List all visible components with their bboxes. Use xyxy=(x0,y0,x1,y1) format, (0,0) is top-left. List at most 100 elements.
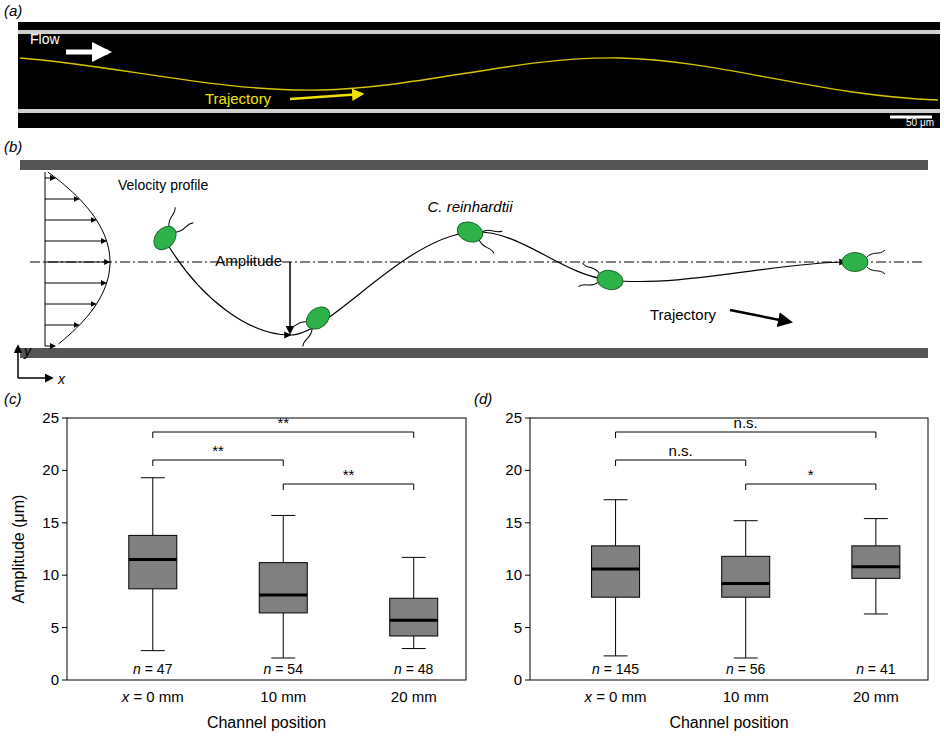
whisker-cap xyxy=(864,613,888,614)
median xyxy=(259,594,307,597)
whisker-lower xyxy=(615,597,616,656)
panel-label: (c) xyxy=(4,390,22,407)
n-label: n = 48 xyxy=(394,661,434,677)
whisker-lower xyxy=(152,589,153,651)
y-tick-label: 5 xyxy=(514,619,522,636)
whisker-cap xyxy=(402,648,426,649)
flagellum xyxy=(476,240,497,254)
significance-bracket xyxy=(153,432,414,438)
y-tick xyxy=(525,522,530,523)
flagellum xyxy=(298,328,318,346)
n-label: n = 56 xyxy=(726,661,766,677)
x-tick-label: 20 mm xyxy=(853,688,899,705)
y-tick xyxy=(62,418,67,419)
channel-wall xyxy=(18,109,940,113)
box xyxy=(592,546,640,597)
boxes xyxy=(592,500,900,658)
box xyxy=(722,556,770,597)
trajectory-label: Trajectory xyxy=(650,306,717,323)
panel-label: (d) xyxy=(474,390,492,407)
significance-bracket xyxy=(746,484,876,490)
y-tick xyxy=(62,680,67,681)
whisker-cap xyxy=(864,518,888,519)
centerline xyxy=(30,262,925,263)
significance-bracket xyxy=(616,432,876,438)
x-tick-label: x = 0 mm xyxy=(584,688,647,705)
trajectory-arrow xyxy=(730,310,790,322)
axis-x-arrow xyxy=(18,377,52,379)
flagellum xyxy=(866,250,885,258)
velocity-arrow xyxy=(45,262,109,263)
y-tick-label: 20 xyxy=(505,461,522,478)
schematic-trajectory xyxy=(165,240,290,335)
flagellum xyxy=(163,207,181,227)
channel-wall xyxy=(20,348,928,358)
whisker-upper xyxy=(152,478,153,536)
cell xyxy=(454,216,503,253)
whisker-lower xyxy=(413,636,414,649)
box xyxy=(852,546,900,578)
y-tick-label: 15 xyxy=(42,514,59,531)
x-axis-title: Channel position xyxy=(669,714,788,731)
x-tick-label: 10 mm xyxy=(723,688,769,705)
significance-label: n.s. xyxy=(734,414,758,431)
panel-label: (a) xyxy=(4,2,22,19)
scale-bar-label: 50 μm xyxy=(906,117,934,128)
axis-y-arrow xyxy=(17,346,19,378)
schematic-trajectory xyxy=(470,232,610,280)
median xyxy=(722,582,770,585)
whisker-upper xyxy=(875,519,876,546)
significance-label: n.s. xyxy=(669,442,693,459)
whisker-upper xyxy=(283,515,284,562)
cell-trajectory xyxy=(20,58,938,100)
channel-wall xyxy=(20,160,928,170)
amplitude-arrow xyxy=(289,262,291,333)
velocity-profile xyxy=(48,172,110,344)
velocity-arrow xyxy=(45,199,79,200)
y-tick-label: 10 xyxy=(42,566,59,583)
n-label: n = 145 xyxy=(592,661,639,677)
amplitude-label: Amplitude xyxy=(215,252,282,269)
whisker-cap xyxy=(734,520,758,521)
y-tick xyxy=(525,627,530,628)
y-tick-label: 15 xyxy=(505,514,522,531)
velocity-arrow xyxy=(45,325,79,326)
significance-bracket xyxy=(153,460,283,466)
whisker-cap xyxy=(402,557,426,558)
axis-label: x xyxy=(57,371,66,387)
micrograph xyxy=(18,22,940,128)
median xyxy=(852,565,900,568)
x-axis-title: Channel position xyxy=(207,714,326,731)
y-tick xyxy=(62,470,67,471)
flagellum xyxy=(578,279,598,290)
figure: (a)(b)(c)(d)FlowTrajectory50 μmVelocity … xyxy=(0,0,944,739)
cell-body xyxy=(149,222,180,254)
y-axis-title: Amplitude (μm) xyxy=(10,495,27,604)
whisker-cap xyxy=(271,657,295,658)
trajectory-arrow xyxy=(290,94,362,99)
median xyxy=(390,619,438,622)
schematic-trajectory xyxy=(610,262,845,282)
flagellum xyxy=(175,218,193,238)
velocity-arrow xyxy=(45,304,95,305)
x-tick-label: 10 mm xyxy=(260,688,306,705)
schematic-trajectory xyxy=(290,232,470,335)
x-tick-label: x = 0 mm xyxy=(121,688,184,705)
whisker-lower xyxy=(875,578,876,614)
velocity-arrow xyxy=(45,178,55,179)
flagellum xyxy=(287,316,307,334)
whisker-lower xyxy=(745,597,746,658)
organism-label: C. reinhardtii xyxy=(427,198,513,215)
whisker-upper xyxy=(413,557,414,598)
x-tick-label: 20 mm xyxy=(391,688,437,705)
y-tick xyxy=(525,680,530,681)
cell xyxy=(842,250,885,274)
whisker-cap xyxy=(271,515,295,516)
velocity-profile-label: Velocity profile xyxy=(118,177,208,193)
y-tick-label: 25 xyxy=(42,409,59,426)
plot-frame xyxy=(530,418,928,680)
boxes xyxy=(129,478,438,658)
significance-label: ** xyxy=(343,466,355,483)
flagellum xyxy=(581,263,601,274)
y-tick xyxy=(525,418,530,419)
